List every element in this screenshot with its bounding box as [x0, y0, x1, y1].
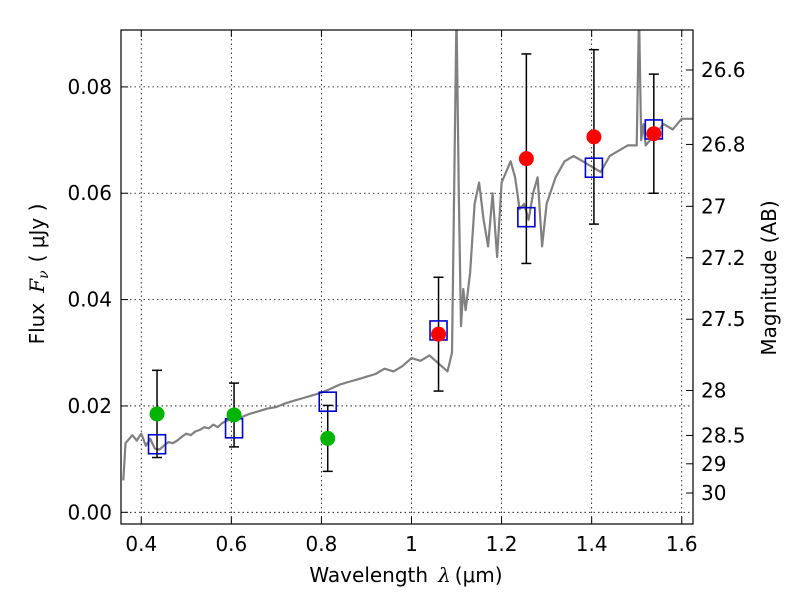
right-tick-label: 27.5 — [701, 307, 746, 331]
observed-point — [431, 326, 447, 342]
y-tick-label: 0.00 — [67, 500, 112, 524]
right-tick-label: 27 — [701, 194, 726, 218]
x-axis-label: Wavelength λ (μm) — [309, 563, 502, 587]
right-tick-label: 28.5 — [701, 423, 746, 447]
ticks: 0.4 0.6 0.8 1 1.2 1.4 1.6 0.00 0.02 0.04 0.06 0.08 2… — [67, 30, 746, 556]
right-tick-label: 28 — [701, 378, 726, 402]
y-tick-label: 0.08 — [67, 75, 112, 99]
grid — [121, 30, 693, 524]
x-tick-label: 1.6 — [666, 532, 698, 556]
observed-point — [646, 126, 662, 142]
model-band-square — [584, 157, 604, 179]
right-tick-label: 26.8 — [701, 132, 746, 156]
y-tick-label: 0.02 — [67, 394, 112, 418]
observed-point — [149, 406, 165, 422]
observed-point — [518, 151, 534, 167]
observed-point — [320, 430, 336, 446]
x-tick-label: 0.8 — [306, 532, 338, 556]
right-tick-label: 30 — [701, 481, 726, 505]
right-tick-label: 27.2 — [701, 246, 746, 270]
x-tick-label: 1.2 — [486, 532, 518, 556]
model-band-square — [147, 433, 167, 455]
model-band-square — [517, 206, 536, 228]
model-band-square — [318, 391, 338, 412]
right-axis-label: Magnitude (AB) — [757, 200, 781, 355]
right-tick-label: 26.6 — [701, 58, 746, 82]
y-tick-label: 0.06 — [67, 181, 112, 205]
x-tick-label: 1.4 — [576, 532, 608, 556]
x-tick-label: 1 — [405, 532, 418, 556]
plot-area — [122, 30, 693, 481]
right-tick-label: 29 — [701, 452, 726, 476]
y-axis-label: FluxFν( μJy ) — [25, 204, 52, 345]
x-tick-label: 0.6 — [215, 532, 247, 556]
x-tick-label: 0.4 — [125, 532, 157, 556]
plot-frame — [120, 29, 694, 525]
model-spectrum-line — [122, 30, 693, 481]
observed-point — [226, 407, 242, 423]
observed-point — [586, 129, 602, 145]
y-tick-label: 0.04 — [67, 288, 112, 312]
